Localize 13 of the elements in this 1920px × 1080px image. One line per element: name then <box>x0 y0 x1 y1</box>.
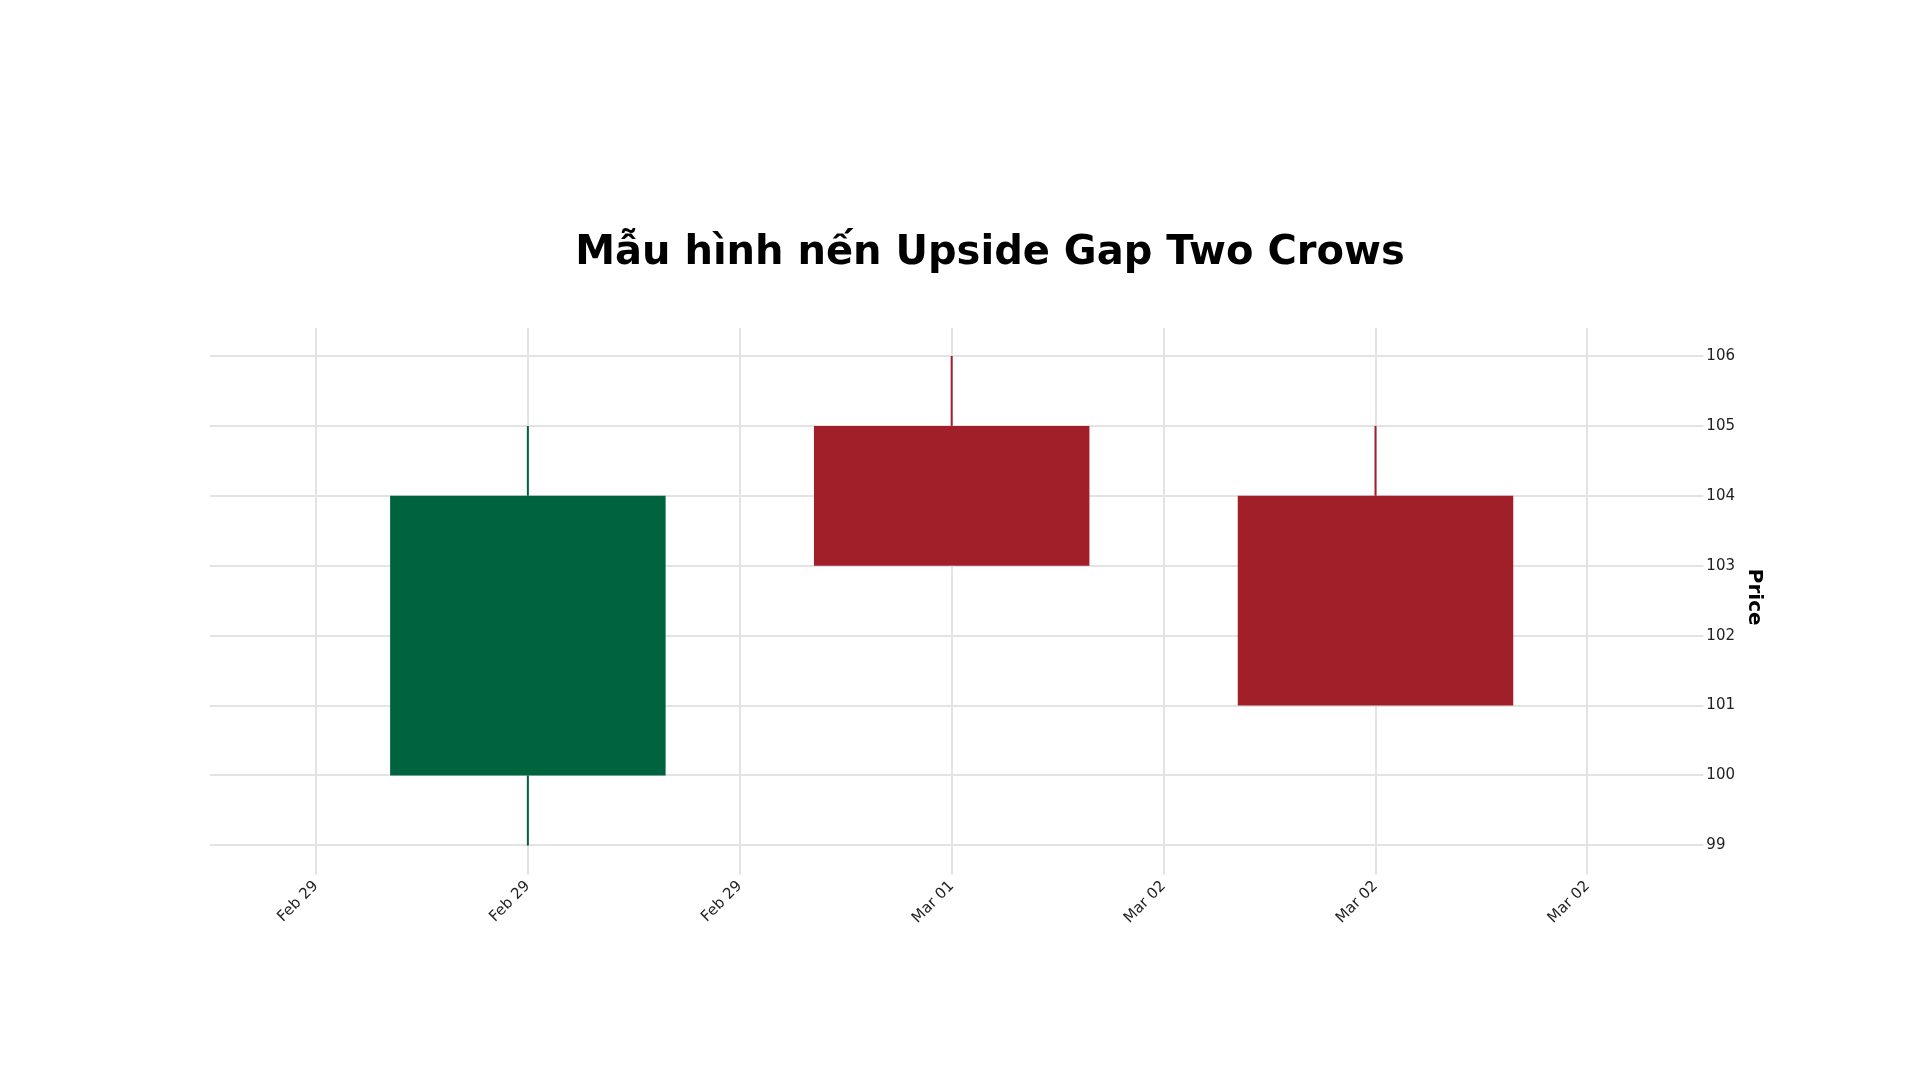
y-tick-label: 100 <box>1706 765 1736 784</box>
y-tick-label: 102 <box>1706 625 1736 644</box>
x-tick-label: Feb 29 <box>696 876 746 925</box>
y-tick-label: 104 <box>1706 485 1736 504</box>
x-tick-label: Feb 29 <box>485 876 534 925</box>
y-axis-title: Price <box>1743 568 1768 626</box>
y-tick-label: 99 <box>1706 835 1726 854</box>
y-tick-label: 103 <box>1706 555 1736 574</box>
x-tick-label: Feb 29 <box>273 876 322 925</box>
chart-title: Mẫu hình nến Upside Gap Two Crows <box>575 227 1405 274</box>
y-tick-label: 101 <box>1706 695 1736 714</box>
y-tick-label: 105 <box>1706 415 1736 434</box>
y-tick-label: 106 <box>1706 345 1736 364</box>
